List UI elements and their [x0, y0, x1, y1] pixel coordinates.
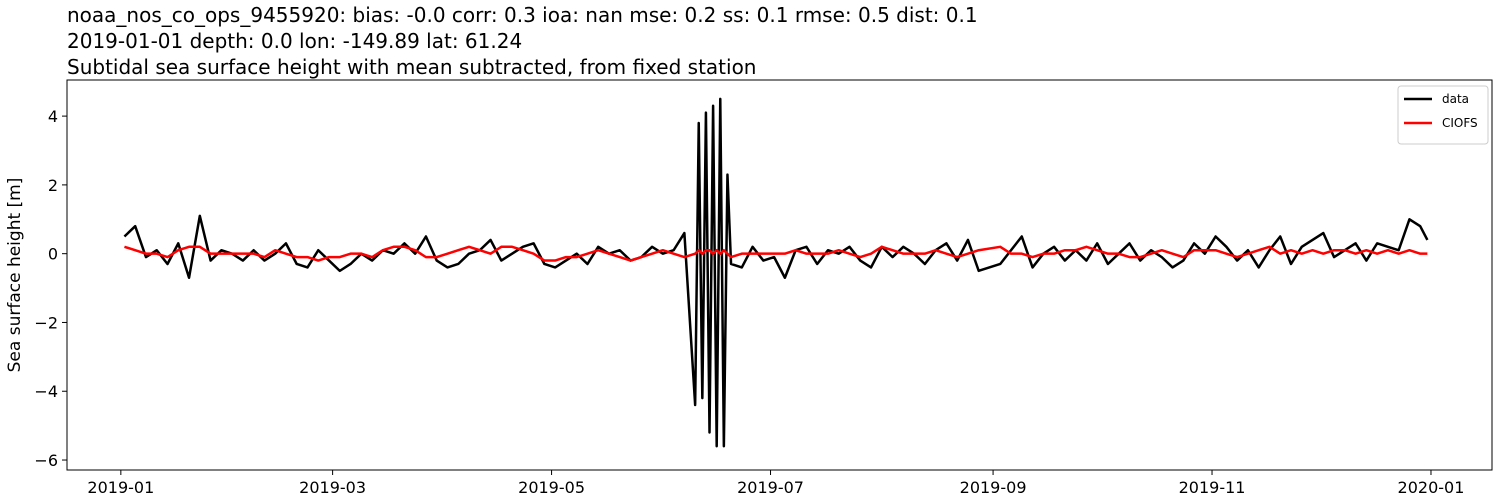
plot-frame: [66, 79, 1493, 471]
x-tick-label: 2019-07: [737, 478, 804, 497]
chart-title: Subtidal sea surface height with mean su…: [67, 55, 756, 79]
y-tick-label: −2: [34, 313, 58, 332]
x-tick-label: 2019-01: [87, 478, 154, 497]
y-tick-label: 0: [48, 245, 58, 264]
x-tick-label: 2019-09: [960, 478, 1027, 497]
legend-box: [1397, 85, 1489, 145]
y-tick-label: −4: [34, 382, 58, 401]
legend-label: data: [1442, 92, 1469, 106]
x-tick-label: 2019-03: [299, 478, 366, 497]
chart-title: 2019-01-01 depth: 0.0 lon: -149.89 lat: …: [67, 29, 522, 53]
legend-label: CIOFS: [1442, 116, 1478, 130]
data-line: [123, 97, 1429, 448]
y-tick-label: 4: [48, 107, 58, 126]
x-tick-label: 2019-11: [1179, 478, 1246, 497]
y-tick-label: 2: [48, 176, 58, 195]
x-tick-label: 2020-01: [1398, 478, 1465, 497]
y-axis-label: Sea surface height [m]: [5, 178, 25, 373]
x-tick-label: 2019-05: [518, 478, 585, 497]
y-tick-label: −6: [34, 451, 58, 470]
chart-title: noaa_nos_co_ops_9455920: bias: -0.0 corr…: [67, 3, 978, 27]
data-line: [124, 245, 1428, 262]
legend: data CIOFS: [1397, 85, 1489, 145]
